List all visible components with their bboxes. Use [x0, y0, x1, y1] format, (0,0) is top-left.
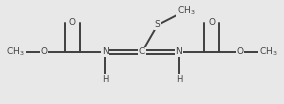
Text: O: O: [41, 48, 47, 56]
Text: S: S: [155, 20, 160, 29]
Text: $\mathregular{CH_3}$: $\mathregular{CH_3}$: [177, 4, 195, 17]
Text: H: H: [102, 75, 108, 84]
Text: N: N: [102, 48, 108, 56]
Text: N: N: [176, 48, 182, 56]
Text: O: O: [208, 18, 215, 27]
Text: H: H: [176, 75, 182, 84]
Text: $\mathregular{CH_3}$: $\mathregular{CH_3}$: [6, 46, 25, 58]
Text: O: O: [237, 48, 243, 56]
Text: C: C: [139, 48, 145, 56]
Text: O: O: [69, 18, 76, 27]
Text: $\mathregular{CH_3}$: $\mathregular{CH_3}$: [259, 46, 278, 58]
